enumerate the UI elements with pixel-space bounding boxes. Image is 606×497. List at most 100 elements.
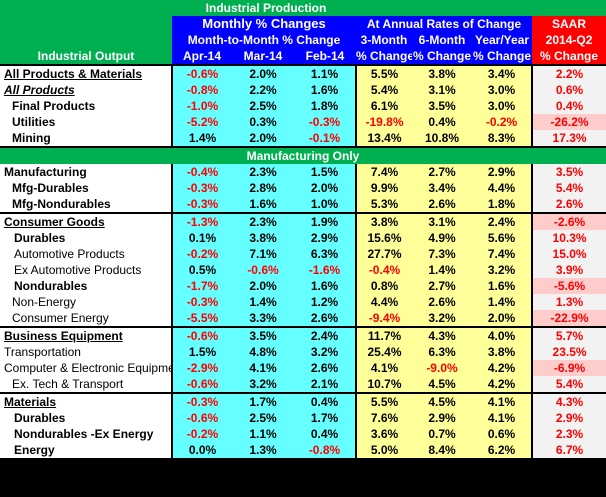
table-cell: 1.0%	[294, 196, 356, 213]
table-cell: 2.9%	[412, 410, 472, 426]
table-cell: 3.2%	[412, 310, 472, 327]
table-cell: 1.8%	[294, 98, 356, 114]
section-header-manufacturing-only: Manufacturing Only	[0, 146, 606, 164]
table-cell: 5.5%	[355, 392, 412, 410]
table-cell: 10.8%	[412, 130, 472, 147]
table-cell: 1.5%	[294, 164, 356, 180]
table-row: Mining 1.4% 2.0% -0.1% 13.4% 10.8% 8.3% 17.3%	[0, 130, 606, 147]
row-label: Automotive Products	[0, 246, 172, 262]
col-mar14: Mar-14	[232, 48, 294, 65]
table-cell: 1.4%	[232, 294, 294, 310]
monthly-sub-header: Month-to-Month % Change	[172, 32, 356, 48]
table-cell: 4.8%	[232, 344, 294, 360]
table-cell: 2.6%	[294, 310, 356, 327]
table-cell: 3.5%	[531, 164, 606, 180]
table-row: All Products -0.8% 2.2% 1.6% 5.4% 3.1% 3.0% 0.6…	[0, 82, 606, 98]
table-row: Business Equipment -0.6% 3.5% 2.4% 11.7% 4.3%…	[0, 326, 606, 344]
table-cell: -0.6%	[171, 326, 232, 344]
table-cell: 3.8%	[412, 64, 472, 82]
table-cell: 3.6%	[355, 426, 412, 442]
table-cell: -0.8%	[294, 442, 356, 458]
table-cell: 1.6%	[232, 196, 294, 213]
table-cell: -0.4%	[171, 164, 232, 180]
table-cell: -0.2%	[472, 114, 533, 130]
table-row: Ex. Tech & Transport -0.6% 3.2% 2.1% 10.7% 4.…	[0, 376, 606, 393]
table-cell: 2.0%	[232, 130, 294, 147]
table-cell: 2.8%	[232, 180, 294, 196]
table-cell: 3.4%	[412, 180, 472, 196]
row-label: Energy	[0, 442, 172, 458]
table-cell: -2.9%	[171, 360, 232, 376]
table-cell: 0.0%	[171, 442, 232, 458]
table-cell: 11.7%	[355, 326, 412, 344]
row-label: Computer & Electronic Equipment	[0, 360, 172, 376]
table-row: Automotive Products -0.2% 7.1% 6.3% 27.7% 7.3…	[0, 246, 606, 262]
table-cell: -0.6%	[232, 262, 294, 278]
row-label: Nondurables	[0, 278, 172, 294]
table-cell: 2.0%	[472, 310, 533, 327]
row-label: Mining	[0, 130, 172, 147]
table-cell: 4.3%	[412, 326, 472, 344]
table-row: Mfg-Nondurables -0.3% 1.6% 1.0% 5.3% 2.6% 1.8%…	[0, 196, 606, 213]
row-label: Consumer Goods	[0, 212, 172, 230]
table-cell: 6.7%	[531, 442, 606, 458]
table-cell: 1.7%	[232, 392, 294, 410]
table-row: All Products & Materials -0.6% 2.0% 1.1% 5.5…	[0, 64, 606, 82]
table-cell: 23.5%	[531, 344, 606, 360]
table-cell: 0.4%	[412, 114, 472, 130]
table-cell: 6.1%	[355, 98, 412, 114]
table-cell: 5.4%	[531, 376, 606, 393]
table-cell: 0.4%	[294, 392, 356, 410]
table-cell: 1.1%	[232, 426, 294, 442]
table-cell: -26.2%	[531, 114, 606, 130]
table-cell: -0.6%	[171, 64, 232, 82]
table-cell: 13.4%	[355, 130, 412, 147]
col-3month: 3-Month	[356, 32, 412, 48]
table-cell: -0.3%	[171, 294, 232, 310]
table-cell: 0.4%	[531, 98, 606, 114]
row-label: Ex Automotive Products	[0, 262, 172, 278]
table-cell: 2.2%	[531, 64, 606, 82]
table-cell: 25.4%	[355, 344, 412, 360]
table-cell: 5.6%	[472, 230, 533, 246]
row-label: Durables	[0, 410, 172, 426]
table-cell: 3.3%	[232, 310, 294, 327]
table-cell: 2.0%	[294, 180, 356, 196]
table-cell: 0.7%	[412, 426, 472, 442]
table-cell: 7.3%	[412, 246, 472, 262]
row-label: Consumer Energy	[0, 310, 172, 327]
annual-group-header: At Annual Rates of Change	[356, 16, 533, 32]
table-cell: 3.8%	[355, 212, 412, 230]
table-cell: 10.3%	[531, 230, 606, 246]
table-cell: 2.1%	[294, 376, 356, 393]
col-apr14: Apr-14	[172, 48, 232, 65]
table-cell: 2.9%	[472, 164, 533, 180]
table-cell: 1.9%	[294, 212, 356, 230]
table-cell: 2.6%	[531, 196, 606, 213]
table-cell: 2.0%	[232, 278, 294, 294]
table-cell: 7.6%	[355, 410, 412, 426]
table-cell: 7.4%	[355, 164, 412, 180]
table-cell: -0.1%	[294, 130, 356, 147]
table-cell: 1.4%	[412, 262, 472, 278]
table-cell: 6.3%	[412, 344, 472, 360]
table-row: Durables -0.6% 2.5% 1.7% 7.6% 2.9% 4.1% 2.9%	[0, 410, 606, 426]
col-3month-pct: % Change	[356, 48, 412, 65]
col-saar-pct: % Change	[532, 48, 606, 65]
table-cell: -0.3%	[171, 392, 232, 410]
table-cell: 1.4%	[472, 294, 533, 310]
table-cell: -0.4%	[355, 262, 412, 278]
table-cell: 4.1%	[472, 392, 533, 410]
table-cell: 2.7%	[412, 278, 472, 294]
table-row: Final Products -1.0% 2.5% 1.8% 6.1% 3.5% 3.0% 0…	[0, 98, 606, 114]
table-cell: -0.6%	[171, 410, 232, 426]
table-cell: 5.3%	[355, 196, 412, 213]
table-cell: -22.9%	[531, 310, 606, 327]
table-cell: -0.3%	[171, 180, 232, 196]
row-label: Manufacturing	[0, 164, 172, 180]
table-cell: 4.2%	[472, 360, 533, 376]
table-cell: -0.3%	[294, 114, 356, 130]
table-cell: 4.4%	[472, 180, 533, 196]
table-cell: 0.1%	[171, 230, 232, 246]
row-label: Utilities	[0, 114, 172, 130]
